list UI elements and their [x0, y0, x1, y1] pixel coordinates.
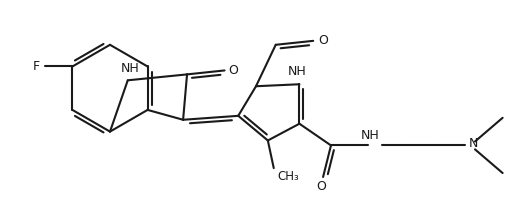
Text: O: O: [316, 180, 326, 193]
Text: O: O: [228, 64, 239, 77]
Text: CH₃: CH₃: [278, 170, 300, 183]
Text: F: F: [32, 60, 39, 73]
Text: O: O: [318, 34, 328, 47]
Text: NH: NH: [361, 129, 380, 142]
Text: NH: NH: [288, 65, 307, 78]
Text: NH: NH: [120, 62, 139, 75]
Text: N: N: [469, 137, 478, 150]
